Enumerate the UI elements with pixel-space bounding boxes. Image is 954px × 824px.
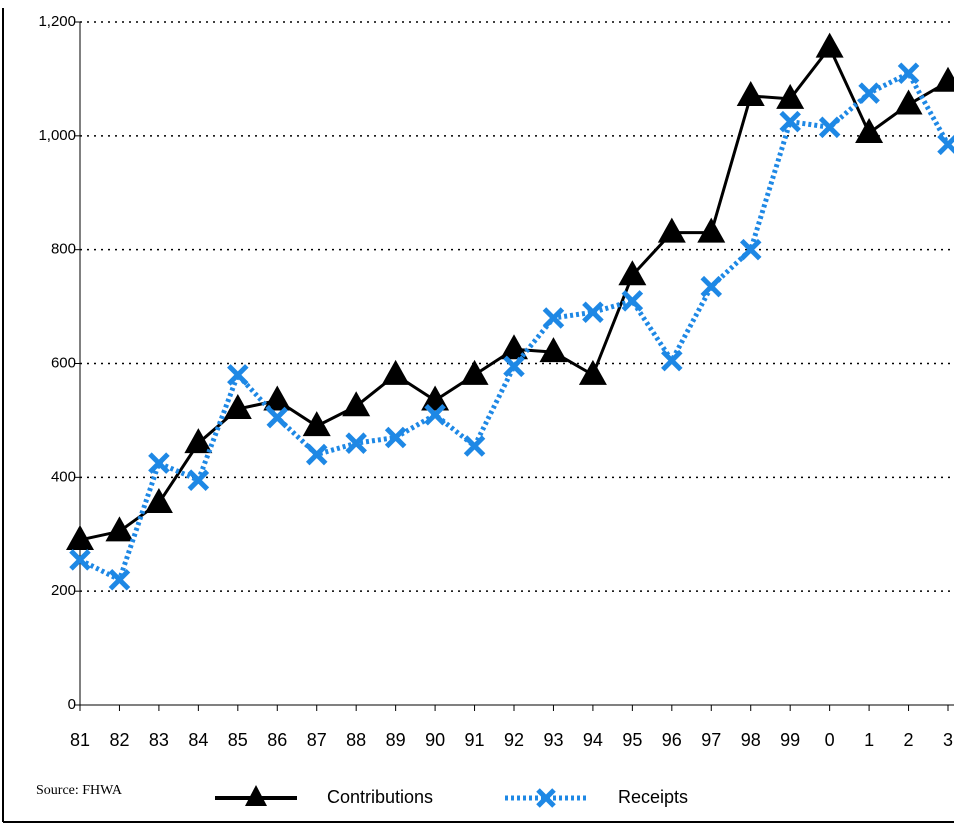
point (818, 116, 841, 139)
y-tick-label: 600 (51, 354, 76, 371)
x-tick-label: 2 (904, 730, 914, 750)
x-tick-label: 92 (504, 730, 524, 750)
point (894, 89, 923, 115)
point (263, 385, 292, 411)
x-tick-label: 86 (267, 730, 287, 750)
point (105, 516, 134, 542)
point (934, 66, 954, 92)
x-tick-label: 93 (543, 730, 563, 750)
point (815, 32, 844, 58)
x-tick-label: 81 (70, 730, 90, 750)
x-tick-label: 0 (825, 730, 835, 750)
point (542, 307, 565, 329)
point (345, 432, 367, 454)
x-tick-label: 96 (662, 730, 682, 750)
x-tick-label: 98 (741, 730, 761, 750)
legend-marker (245, 785, 267, 806)
x-tick-label: 84 (188, 730, 208, 750)
point (937, 133, 954, 156)
x-tick-label: 88 (346, 730, 366, 750)
point (503, 355, 525, 378)
point (621, 290, 644, 312)
y-tick-label: 200 (51, 582, 76, 599)
source: Source: FHWA (36, 783, 123, 798)
x-tick-label: 91 (465, 730, 485, 750)
x-tick-label: 94 (583, 730, 603, 750)
point (144, 487, 173, 513)
legend-label: Receipts (618, 787, 688, 807)
point (463, 435, 486, 457)
x-tick-label: 82 (109, 730, 129, 750)
y-tick-label: 800 (51, 241, 76, 258)
series-line (79, 44, 949, 542)
x-tick-label: 85 (228, 730, 248, 750)
point (657, 217, 686, 243)
point (897, 62, 920, 84)
x-tick-label: 89 (386, 730, 406, 750)
y-tick-label: 1,200 (38, 13, 76, 30)
point (500, 334, 528, 360)
point (302, 411, 331, 437)
x-tick-label: 99 (780, 730, 800, 750)
x-tick-label: 90 (425, 730, 445, 750)
point (776, 83, 805, 109)
point (381, 359, 410, 385)
point (266, 406, 289, 429)
point (460, 359, 489, 385)
point (736, 80, 765, 106)
point (69, 549, 91, 571)
point (187, 469, 210, 491)
point (148, 452, 170, 474)
point (578, 359, 607, 385)
point (384, 426, 407, 449)
y-tick-label: 400 (51, 468, 76, 485)
y-tick-label: 1,000 (38, 127, 76, 144)
point (223, 394, 252, 420)
y-tick-label: 0 (68, 696, 76, 713)
point (697, 217, 726, 243)
point (342, 391, 371, 417)
point (582, 301, 604, 324)
point (539, 337, 568, 363)
point (739, 238, 762, 261)
point (661, 349, 683, 372)
point (855, 117, 884, 143)
x-tick-label: 1 (864, 730, 874, 750)
legend-marker (536, 788, 556, 808)
x-tick-label: 95 (622, 730, 642, 750)
point (618, 260, 647, 286)
point (184, 428, 213, 454)
legend-label: Contributions (327, 787, 433, 807)
point (779, 110, 801, 133)
point (66, 524, 94, 550)
point (858, 82, 880, 104)
x-tick-label: 97 (701, 730, 721, 750)
x-tick-label: 3 (943, 730, 953, 750)
point (305, 443, 328, 466)
x-tick-label: 87 (307, 730, 327, 750)
point (700, 275, 723, 298)
point (424, 403, 446, 426)
x-tick-label: 83 (149, 730, 169, 750)
series-line (78, 69, 951, 584)
point (227, 364, 249, 386)
point (108, 569, 131, 591)
